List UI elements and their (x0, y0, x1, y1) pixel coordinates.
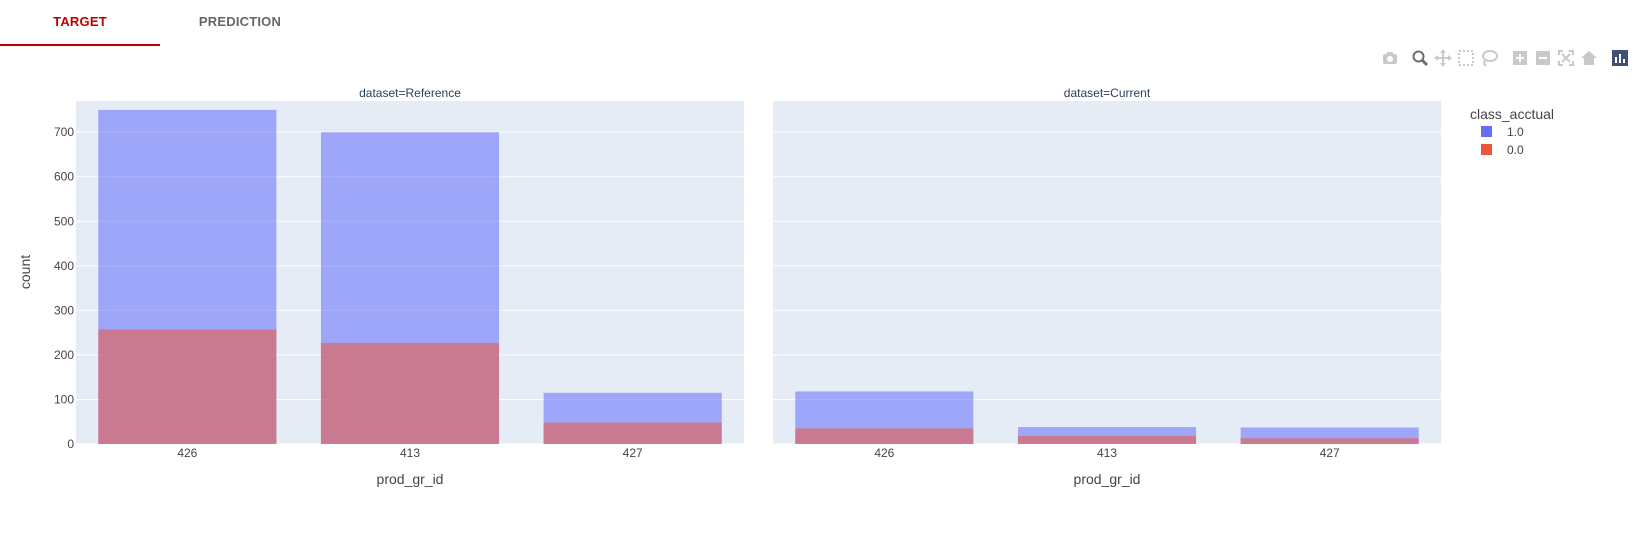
x-axis-title: prod_gr_id (1074, 471, 1141, 487)
subplot-title: dataset=Reference (359, 86, 461, 100)
bar (320, 342, 500, 444)
legend-label: 1.0 (1507, 125, 1524, 139)
x-tick-label: 426 (177, 446, 197, 460)
reset-axes-icon[interactable] (1579, 48, 1599, 68)
legend-title: class_acctual (1470, 106, 1554, 122)
y-axis-title: count (17, 255, 33, 289)
zoom-out-icon[interactable] (1533, 48, 1553, 68)
zoom-in-icon[interactable] (1510, 48, 1530, 68)
subplot-title: dataset=Current (1064, 86, 1151, 100)
camera-icon[interactable] (1380, 48, 1400, 68)
x-tick-label: 413 (400, 446, 420, 460)
x-tick-label: 427 (1320, 446, 1340, 460)
x-tick-label: 413 (1097, 446, 1117, 460)
legend-label: 0.0 (1507, 143, 1524, 157)
y-tick-label: 600 (54, 170, 74, 184)
y-tick-label: 200 (54, 348, 74, 362)
pan-icon[interactable] (1433, 48, 1453, 68)
y-tick-label: 0 (67, 437, 74, 451)
plotly-logo-icon[interactable] (1610, 48, 1630, 68)
bar (1017, 435, 1197, 444)
y-tick-label: 100 (54, 392, 74, 406)
zoom-icon[interactable] (1410, 48, 1430, 68)
y-tick-label: 500 (54, 214, 74, 228)
bar (795, 428, 974, 444)
tab-prediction[interactable]: PREDICTION (198, 14, 282, 29)
x-tick-label: 427 (623, 446, 643, 460)
y-tick-label: 700 (54, 125, 74, 139)
x-tick-label: 426 (874, 446, 894, 460)
tab-target[interactable]: TARGET (0, 0, 160, 46)
bar (98, 329, 277, 444)
autoscale-icon[interactable] (1556, 48, 1576, 68)
legend-swatch (1481, 144, 1492, 155)
bar (1240, 438, 1419, 444)
legend-swatch (1481, 126, 1492, 137)
box-select-icon[interactable] (1456, 48, 1476, 68)
lasso-icon[interactable] (1479, 48, 1499, 68)
plot-area-1 (773, 101, 1441, 444)
x-axis-title: prod_gr_id (377, 471, 444, 487)
tab-bar: TARGET PREDICTION (0, 0, 1645, 46)
bar (543, 422, 722, 444)
y-tick-label: 300 (54, 303, 74, 317)
y-tick-label: 400 (54, 259, 74, 273)
